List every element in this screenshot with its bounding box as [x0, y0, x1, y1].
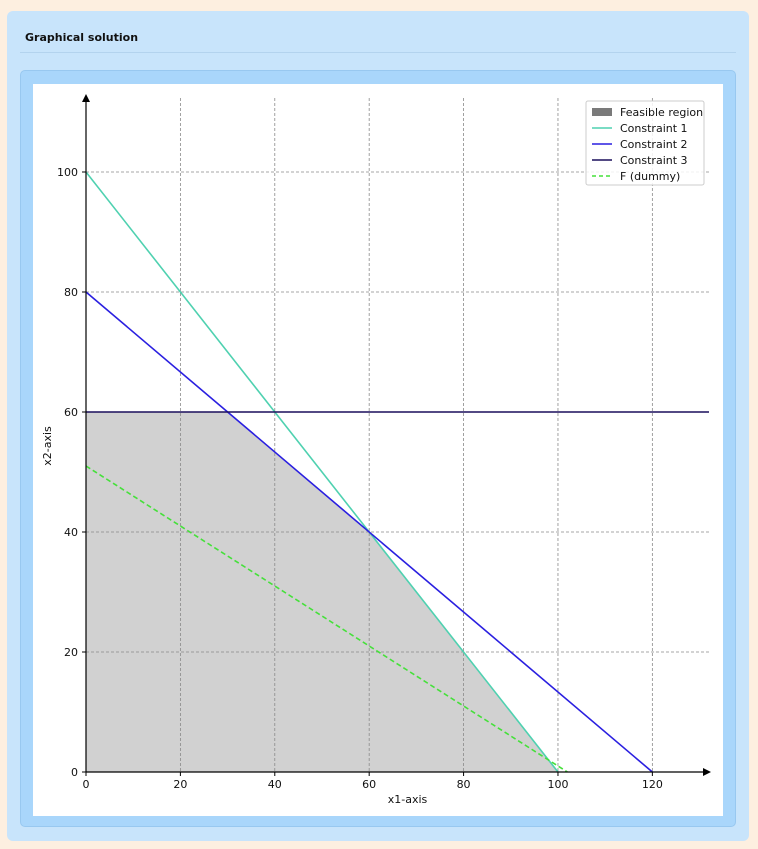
x-tick-label: 40: [268, 778, 282, 791]
x-axis-arrow: [703, 768, 711, 776]
x-tick-label: 120: [642, 778, 663, 791]
y-axis-arrow: [82, 94, 90, 102]
x-tick-label: 20: [173, 778, 187, 791]
y-tick-label: 100: [57, 166, 78, 179]
legend-box: [585, 100, 705, 186]
legend-label: Feasible region: [620, 106, 703, 119]
y-tick-label: 40: [64, 526, 78, 539]
x-tick-label: 80: [457, 778, 471, 791]
series-line-4: [85, 465, 568, 773]
legend-label: Constraint 1: [620, 122, 688, 135]
legend-label: Constraint 2: [620, 138, 688, 151]
y-tick-label: 20: [64, 646, 78, 659]
y-axis-label: x2-axis: [41, 426, 54, 466]
x-tick-label: 100: [547, 778, 568, 791]
x-tick-label: 60: [362, 778, 376, 791]
y-tick-label: 80: [64, 286, 78, 299]
plot-canvas: 0 20 40 60 80 100 120 0 20 40 60 80 100 x1-axis x2-axi…: [33, 84, 723, 816]
feasible-region-area: [86, 412, 558, 772]
panel-title: Graphical solution: [25, 31, 139, 44]
series-line-1: [85, 171, 559, 773]
series-line-2: [85, 291, 653, 773]
legend-label: F (dummy): [620, 170, 680, 183]
y-tick-label: 0: [71, 766, 78, 779]
y-tick-label: 60: [64, 406, 78, 419]
x-axis-label: x1-axis: [388, 793, 428, 806]
legend-swatch: [592, 108, 612, 116]
title-divider: [20, 52, 736, 53]
x-tick-label: 0: [83, 778, 90, 791]
legend-label: Constraint 3: [620, 154, 688, 167]
graphical-solution-chart: 0 20 40 60 80 100 120 0 20 40 60 80 100 x1-axis x2-axi…: [41, 94, 711, 806]
